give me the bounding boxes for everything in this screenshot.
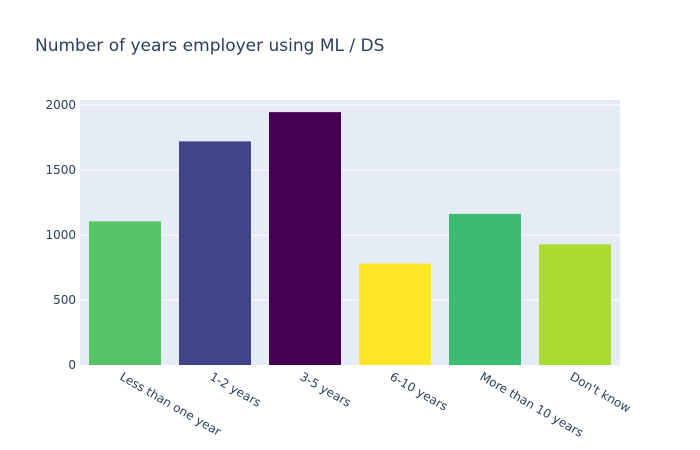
y-axis-ticks: 0 500 1000 1500 2000: [45, 98, 76, 372]
x-tick-label: 1-2 years: [208, 369, 264, 409]
bar[interactable]: [539, 244, 611, 365]
bar[interactable]: [449, 213, 521, 365]
bar[interactable]: [359, 263, 431, 365]
plot-area: [80, 100, 620, 365]
bar[interactable]: [89, 221, 161, 365]
chart-title: Number of years employer using ML / DS: [35, 36, 384, 56]
y-tick-label: 0: [68, 358, 76, 372]
gridlines: [80, 104, 620, 301]
y-tick-label: 1500: [45, 163, 76, 177]
y-tick-label: 500: [53, 293, 76, 307]
y-tick-label: 2000: [45, 98, 76, 112]
bars: [89, 112, 611, 366]
x-tick-label: Don't know: [568, 369, 634, 415]
bar[interactable]: [179, 141, 251, 365]
x-tick-label: 6-10 years: [388, 369, 450, 413]
y-tick-label: 1000: [45, 228, 76, 242]
bar[interactable]: [269, 112, 341, 366]
x-tick-label: 3-5 years: [298, 369, 354, 409]
